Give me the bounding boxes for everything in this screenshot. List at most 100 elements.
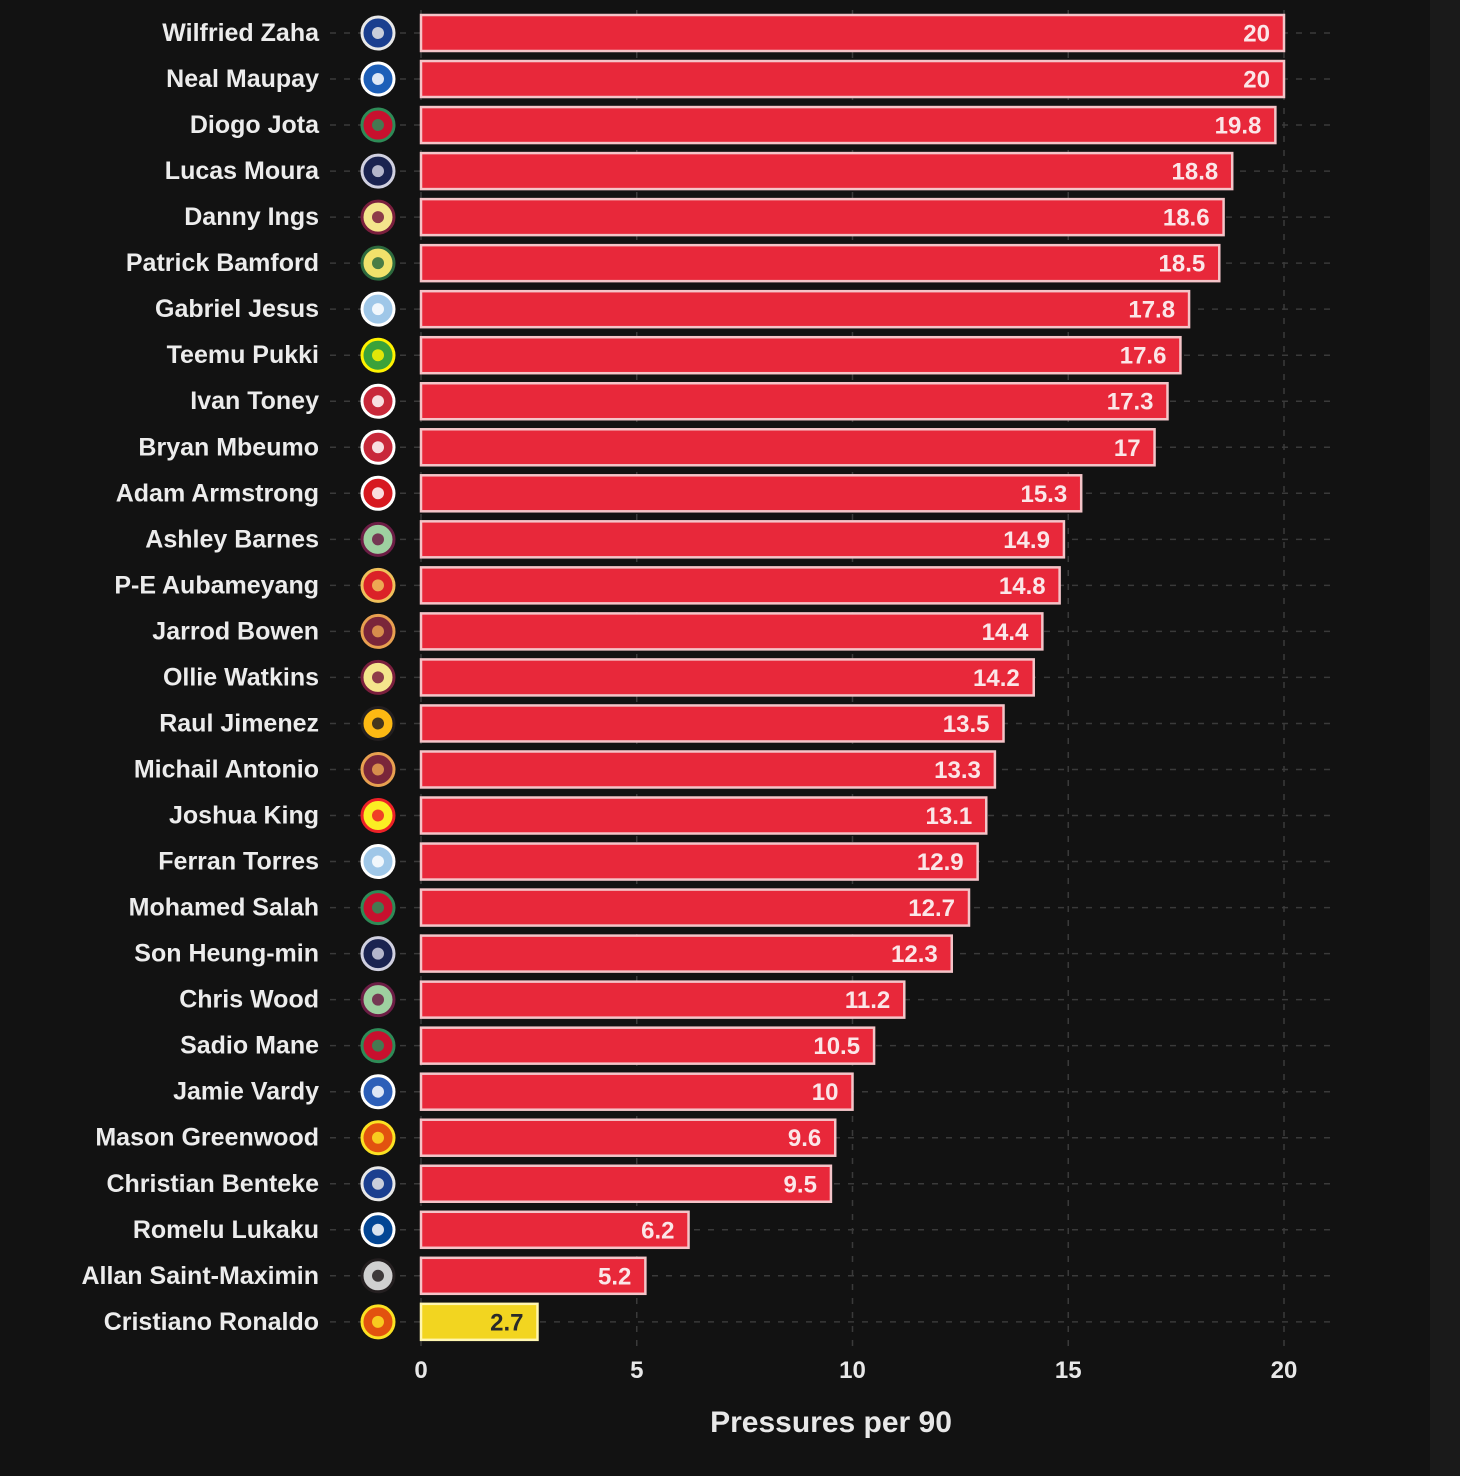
bar-row: Romelu Lukaku 6.2 xyxy=(133,1210,1335,1250)
club-crest-icon-southampton xyxy=(360,475,396,511)
bar-value-label: 17.8 xyxy=(1128,297,1175,324)
bar xyxy=(419,1026,876,1065)
club-crest-icon-man-utd xyxy=(360,1120,396,1156)
club-crest-icon-aston-villa xyxy=(360,659,396,695)
bar-row: Allan Saint-Maximin 5.2 xyxy=(81,1256,1335,1296)
bar-value-label: 14.9 xyxy=(1003,527,1050,554)
x-tick-label: 5 xyxy=(630,1357,643,1384)
club-crest-icon-burnley xyxy=(360,982,396,1018)
bar xyxy=(419,197,1225,237)
x-tick-label: 10 xyxy=(839,1357,866,1384)
club-crest-icon-burnley xyxy=(360,521,396,557)
bar-value-label: 13.3 xyxy=(934,757,981,784)
bar xyxy=(419,1072,854,1111)
bar xyxy=(419,888,971,927)
bar-row: Chris Wood 11.2 xyxy=(179,980,1335,1019)
player-name: Romelu Lukaku xyxy=(133,1216,319,1244)
player-name: Ollie Watkins xyxy=(163,663,319,691)
bar-value-label: 10 xyxy=(812,1079,839,1106)
chart-rows: Wilfried Zaha 20 Neal Maupay 20 Diogo Jota 19… xyxy=(81,13,1335,1342)
bar-value-label: 9.5 xyxy=(784,1171,817,1198)
bar xyxy=(419,520,1066,559)
player-name: Bryan Mbeumo xyxy=(138,433,319,461)
bar xyxy=(419,1302,539,1342)
club-crest-icon-man-city xyxy=(360,291,396,327)
player-name: Mason Greenwood xyxy=(95,1124,319,1152)
club-crest-icon-man-city xyxy=(360,844,396,880)
bar-value-label: 12.3 xyxy=(891,941,938,968)
club-crest-icon-brentford xyxy=(360,429,396,465)
club-crest-icon-west-ham xyxy=(360,751,396,787)
player-name: Gabriel Jesus xyxy=(155,295,319,323)
x-tick-label: 0 xyxy=(414,1357,427,1384)
club-crest-icon-norwich xyxy=(360,337,396,373)
bar-row: Patrick Bamford 18.5 xyxy=(126,243,1335,283)
bar-value-label: 14.8 xyxy=(999,573,1046,600)
bar xyxy=(419,13,1286,53)
bar-value-label: 11.2 xyxy=(845,987,890,1014)
player-name: Chris Wood xyxy=(179,986,319,1014)
player-name: Jarrod Bowen xyxy=(152,617,319,645)
bar-row: Ivan Toney 17.3 xyxy=(190,381,1335,421)
bar-value-label: 2.7 xyxy=(490,1309,523,1336)
player-name: Cristiano Ronaldo xyxy=(104,1308,319,1336)
bar-value-label: 20 xyxy=(1243,21,1270,48)
player-name: Christian Benteke xyxy=(106,1170,319,1198)
bar-value-label: 15.3 xyxy=(1020,481,1067,508)
bar-row: Diogo Jota 19.8 xyxy=(190,105,1335,145)
bar-value-label: 12.7 xyxy=(908,895,955,922)
player-name: P-E Aubameyang xyxy=(114,571,319,599)
player-name: Allan Saint-Maximin xyxy=(81,1262,319,1290)
bar-row: Raul Jimenez 13.5 xyxy=(159,704,1335,743)
player-name: Danny Ings xyxy=(184,203,319,231)
bar-value-label: 6.2 xyxy=(641,1217,674,1244)
bar-value-label: 9.6 xyxy=(788,1125,821,1152)
club-crest-icon-watford xyxy=(360,798,396,834)
player-name: Teemu Pukki xyxy=(167,341,319,369)
club-crest-icon-crystal-palace xyxy=(360,1166,396,1202)
player-name: Joshua King xyxy=(169,802,319,830)
club-crest-icon-tottenham xyxy=(360,936,396,972)
bar-row: Michail Antonio 13.3 xyxy=(134,750,1335,789)
x-axis-label: Pressures per 90 xyxy=(710,1406,952,1439)
bar-row: Ashley Barnes 14.9 xyxy=(145,520,1335,559)
bar xyxy=(419,704,1005,743)
bar-value-label: 12.9 xyxy=(917,849,964,876)
bar-value-label: 17 xyxy=(1114,435,1141,462)
bar xyxy=(419,842,979,881)
player-name: Lucas Moura xyxy=(165,157,320,185)
bar xyxy=(419,750,997,789)
club-crest-icon-arsenal xyxy=(360,567,396,603)
bar xyxy=(419,796,988,835)
bar xyxy=(419,1118,837,1157)
bar-row: Lucas Moura 18.8 xyxy=(165,151,1335,191)
bar-row: Christian Benteke 9.5 xyxy=(106,1164,1335,1203)
bar-row: Jarrod Bowen 14.4 xyxy=(152,612,1335,651)
club-crest-icon-brentford xyxy=(360,383,396,419)
bar-row: Cristiano Ronaldo 2.7 xyxy=(104,1302,1335,1342)
bar-row: Joshua King 13.1 xyxy=(169,796,1335,835)
bar xyxy=(419,289,1191,329)
bar-row: Danny Ings 18.6 xyxy=(184,197,1335,237)
bar-value-label: 19.8 xyxy=(1215,113,1262,140)
player-name: Ashley Barnes xyxy=(145,525,319,553)
x-tick-label: 20 xyxy=(1271,1357,1298,1384)
bar-row: Jamie Vardy 10 xyxy=(173,1072,1335,1111)
club-crest-icon-wolves xyxy=(360,705,396,741)
bar-row: Wilfried Zaha 20 xyxy=(162,13,1335,53)
club-crest-icon-newcastle xyxy=(360,1258,396,1294)
bar xyxy=(419,1164,833,1203)
bar-value-label: 18.5 xyxy=(1159,251,1206,278)
player-name: Jamie Vardy xyxy=(173,1078,319,1106)
club-crest-icon-leicester xyxy=(360,1074,396,1110)
bar-row: Gabriel Jesus 17.8 xyxy=(155,289,1335,329)
bar xyxy=(419,980,906,1019)
player-name: Raul Jimenez xyxy=(159,709,319,737)
bar xyxy=(419,428,1156,467)
player-name: Adam Armstrong xyxy=(116,479,319,507)
bar xyxy=(419,566,1061,605)
player-name: Diogo Jota xyxy=(190,111,320,139)
player-name: Sadio Mane xyxy=(180,1032,319,1060)
player-name: Son Heung-min xyxy=(134,940,319,968)
bar xyxy=(419,474,1083,513)
